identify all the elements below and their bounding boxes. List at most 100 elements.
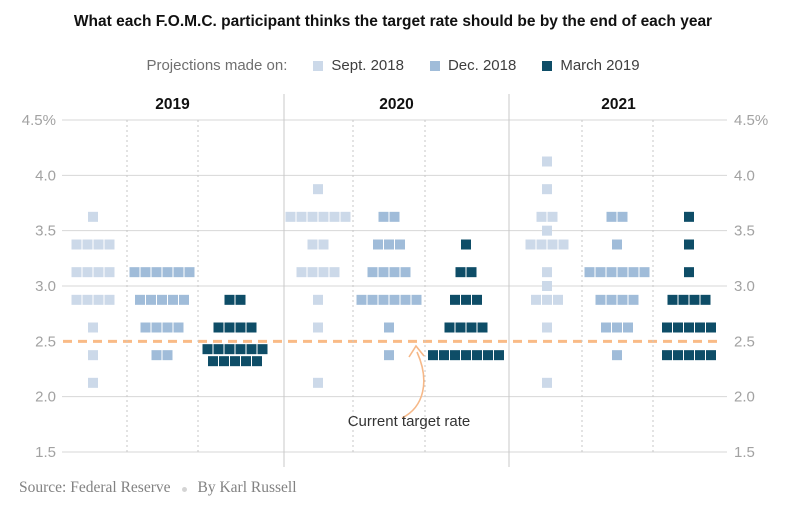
- dot: [428, 350, 438, 361]
- dot: [162, 350, 173, 361]
- dot: [542, 156, 552, 167]
- dot: [477, 322, 488, 333]
- dot: [628, 294, 639, 305]
- dot: [373, 239, 383, 250]
- dot: [494, 350, 504, 361]
- dot: [151, 267, 162, 278]
- y-axis-label-right: 3.5: [734, 223, 755, 240]
- reference-line-annotation: Current target rate: [347, 413, 471, 430]
- dot: [71, 239, 82, 250]
- dot: [246, 344, 257, 355]
- byline-text: By Karl Russell: [197, 479, 297, 496]
- dot: [384, 322, 394, 333]
- dot: [384, 239, 394, 250]
- dot: [389, 294, 400, 305]
- dot: [595, 267, 606, 278]
- dot: [466, 267, 477, 278]
- source-byline: Source: Federal Reserve By Karl Russell: [19, 479, 759, 497]
- dot: [378, 294, 389, 305]
- dot: [684, 322, 694, 333]
- dot: [542, 322, 552, 333]
- dot: [542, 184, 552, 195]
- dot: [356, 294, 367, 305]
- dot: [612, 239, 622, 250]
- y-axis-label-right: 3.0: [734, 278, 755, 295]
- dot: [595, 294, 606, 305]
- dot: [558, 239, 569, 250]
- dot: [82, 267, 93, 278]
- dot: [606, 267, 617, 278]
- chart-title: What each F.O.M.C. participant thinks th…: [73, 13, 713, 30]
- dot: [684, 239, 694, 250]
- dot: [208, 356, 218, 367]
- dot: [384, 350, 394, 361]
- dot: [706, 350, 716, 361]
- dot: [547, 239, 558, 250]
- dot: [71, 267, 82, 278]
- dot: [673, 322, 683, 333]
- dot: [246, 322, 257, 333]
- legend-label: Projections made on:: [146, 57, 288, 74]
- dot: [662, 350, 672, 361]
- dot: [82, 294, 93, 305]
- dot: [444, 322, 455, 333]
- y-axis-label-left: 4.5%: [22, 112, 56, 129]
- dot: [146, 294, 156, 305]
- dot: [606, 211, 617, 222]
- dot: [168, 294, 178, 305]
- dot: [184, 267, 195, 278]
- dot: [450, 350, 460, 361]
- dot: [88, 350, 98, 361]
- dot: [296, 211, 307, 222]
- dot: [173, 267, 184, 278]
- dot: [542, 294, 552, 305]
- legend-item-sept-2018: Sept. 2018: [313, 57, 404, 74]
- dot: [684, 350, 694, 361]
- dot: [230, 356, 240, 367]
- dot: [700, 294, 711, 305]
- dot: [378, 211, 389, 222]
- dot: [252, 356, 262, 367]
- annotation-arrowhead-icon: [408, 344, 425, 358]
- dot: [601, 322, 611, 333]
- dot: [466, 322, 477, 333]
- dot: [162, 267, 173, 278]
- dot: [235, 322, 246, 333]
- dot: [706, 322, 716, 333]
- dot: [219, 356, 229, 367]
- dot: [213, 322, 224, 333]
- dot: [455, 322, 466, 333]
- dot: [461, 294, 471, 305]
- dot: [313, 294, 323, 305]
- legend-item-label: Sept. 2018: [331, 57, 404, 74]
- dot: [689, 294, 700, 305]
- y-axis-label-right: 2.0: [734, 389, 755, 406]
- y-axis-label-right: 2.5: [734, 333, 755, 350]
- dot: [235, 344, 246, 355]
- dot: [88, 377, 98, 388]
- dot: [318, 239, 329, 250]
- dot: [296, 267, 307, 278]
- legend-item-march-2019: March 2019: [542, 57, 640, 74]
- dot: [542, 377, 552, 388]
- dot: [162, 322, 173, 333]
- dot: [472, 350, 482, 361]
- separator-dot-icon: [181, 486, 187, 492]
- dot: [450, 294, 460, 305]
- y-axis-label-right: 1.5: [734, 444, 755, 461]
- y-axis-label-left: 2.5: [35, 333, 56, 350]
- dot: [307, 211, 318, 222]
- dot: [285, 211, 296, 222]
- dot: [667, 294, 678, 305]
- y-axis-label-left: 1.5: [35, 444, 56, 461]
- dot: [318, 211, 329, 222]
- dot: [612, 350, 622, 361]
- dot: [179, 294, 189, 305]
- dot: [378, 267, 389, 278]
- source-text: Source: Federal Reserve: [19, 479, 171, 496]
- dot: [472, 294, 482, 305]
- dot: [313, 184, 323, 195]
- panel-title: 2019: [155, 96, 190, 113]
- dot: [313, 377, 323, 388]
- dot: [104, 294, 115, 305]
